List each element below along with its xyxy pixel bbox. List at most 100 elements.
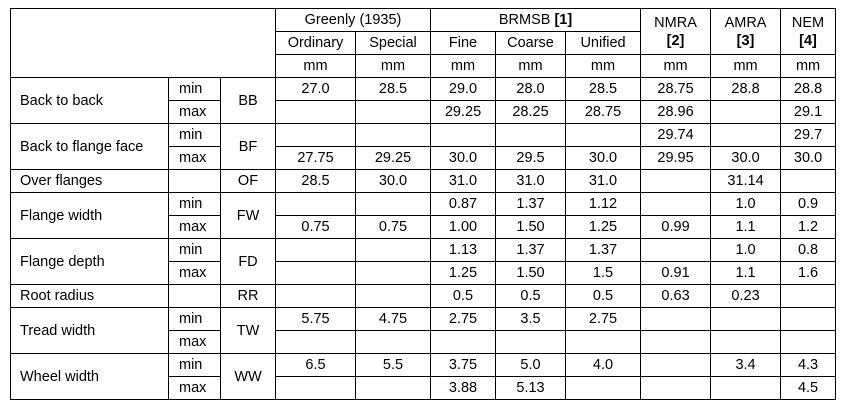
reference: [1] (554, 12, 573, 28)
group-header: NMRA [2] (640, 8, 712, 55)
value-cell (355, 376, 431, 400)
unit-cell: mm (564, 54, 642, 78)
group-header: AMRA [3] (710, 8, 782, 55)
value-cell (495, 123, 566, 147)
value-cell (355, 192, 431, 216)
value-cell: 28.25 (495, 100, 566, 124)
value-cell (275, 192, 356, 216)
value-cell: 4.0 (564, 353, 642, 377)
value-cell: 5.13 (495, 376, 566, 400)
value-cell (275, 376, 356, 400)
reference: [4] (799, 32, 817, 49)
value-cell: 1.6 (780, 261, 837, 285)
value-cell: 28.96 (640, 100, 712, 124)
data-row: max 1.25 1.50 1.5 0.91 1.1 1.6 (11, 261, 837, 285)
group-name: NMRA (654, 14, 697, 31)
value-cell (710, 123, 782, 147)
value-cell: 28.8 (710, 77, 782, 101)
value-cell: 3.5 (495, 307, 566, 331)
row-label: Root radius (10, 284, 169, 308)
min-max-cell: max (168, 376, 221, 400)
unit-cell: mm (710, 54, 782, 78)
value-cell: 1.37 (495, 192, 566, 216)
reference: [2] (666, 32, 685, 49)
value-cell: 30.0 (564, 146, 642, 170)
min-max-cell: min (168, 238, 221, 262)
data-row: Wheel width min WW 6.5 5.5 3.75 5.0 4.0 3.4 4.3 (10, 353, 837, 400)
value-cell: 6.5 (275, 353, 356, 377)
value-cell: 30.0 (430, 146, 496, 170)
value-cell (640, 353, 712, 377)
value-cell: 29.5 (495, 146, 566, 170)
min-max-cell: max (168, 261, 221, 285)
value-cell: 5.0 (495, 353, 566, 377)
value-cell (275, 123, 356, 147)
value-cell (710, 376, 782, 400)
value-cell: 28.5 (275, 169, 356, 193)
value-cell: 4.5 (780, 376, 837, 400)
value-cell: 0.5 (495, 284, 566, 308)
value-cell: 5.75 (275, 307, 356, 331)
row-label: Tread width (10, 307, 169, 354)
min-max-cell: min (168, 353, 221, 377)
min-max-cell: min (168, 192, 221, 216)
row-label: Wheel width (10, 353, 169, 400)
code-cell: FD (220, 238, 276, 285)
value-cell: 28.75 (640, 77, 712, 101)
value-cell (355, 330, 431, 354)
value-cell: 0.9 (780, 192, 837, 216)
group-name: AMRA (724, 14, 767, 31)
value-cell (430, 123, 496, 147)
group-header: NEM [4] (780, 8, 837, 55)
value-cell: 30.0 (780, 146, 837, 170)
corner-cell (10, 8, 276, 78)
data-row: max 27.75 29.25 30.0 29.5 30.0 29.95 30.0 30.0 (11, 146, 837, 170)
value-cell: 31.0 (430, 169, 496, 193)
unit-cell: mm (495, 54, 566, 78)
value-cell: 30.0 (710, 146, 782, 170)
value-cell (640, 376, 712, 400)
value-cell: 4.3 (780, 353, 837, 377)
min-max-cell: min (168, 123, 221, 147)
value-cell (780, 307, 837, 331)
sub-header: Coarse (495, 31, 566, 55)
value-cell: 1.12 (564, 192, 642, 216)
code-cell: BB (220, 77, 276, 124)
value-cell (640, 307, 712, 331)
value-cell: 28.8 (780, 77, 837, 101)
value-cell: 1.13 (430, 238, 496, 262)
code-cell: RR (220, 284, 276, 308)
value-cell: 31.0 (495, 169, 566, 193)
value-cell: 0.75 (275, 215, 356, 239)
unit-cell: mm (780, 54, 837, 78)
data-row: max (11, 330, 837, 354)
value-cell: 0.5 (564, 284, 642, 308)
value-cell: 0.91 (640, 261, 712, 285)
value-cell: 1.25 (430, 261, 496, 285)
value-cell (355, 100, 431, 124)
group-header: Greenly (1935) (275, 8, 431, 32)
value-cell: 0.23 (710, 284, 782, 308)
data-row: max 3.88 5.13 4.5 (11, 376, 837, 400)
value-cell: 3.4 (710, 353, 782, 377)
min-max-cell (168, 169, 221, 193)
value-cell: 30.0 (355, 169, 431, 193)
value-cell (710, 100, 782, 124)
value-cell: 3.88 (430, 376, 496, 400)
value-cell: 28.5 (355, 77, 431, 101)
value-cell: 0.99 (640, 215, 712, 239)
value-cell: 31.0 (564, 169, 642, 193)
header-row: Ordinary Special Fine Coarse Unified (11, 31, 836, 55)
code-cell: FW (220, 192, 276, 239)
data-row: max 29.25 28.25 28.75 28.96 29.1 (11, 100, 837, 124)
value-cell: 1.1 (710, 215, 782, 239)
value-cell: 27.0 (275, 77, 356, 101)
value-cell: 29.25 (430, 100, 496, 124)
code-cell: TW (220, 307, 276, 354)
value-cell: 0.8 (780, 238, 837, 262)
value-cell: 1.37 (495, 238, 566, 262)
data-row: Flange depth min FD 1.13 1.37 1.37 1.0 0.8 (10, 238, 837, 285)
sub-header: Special (355, 31, 431, 55)
value-cell (355, 261, 431, 285)
